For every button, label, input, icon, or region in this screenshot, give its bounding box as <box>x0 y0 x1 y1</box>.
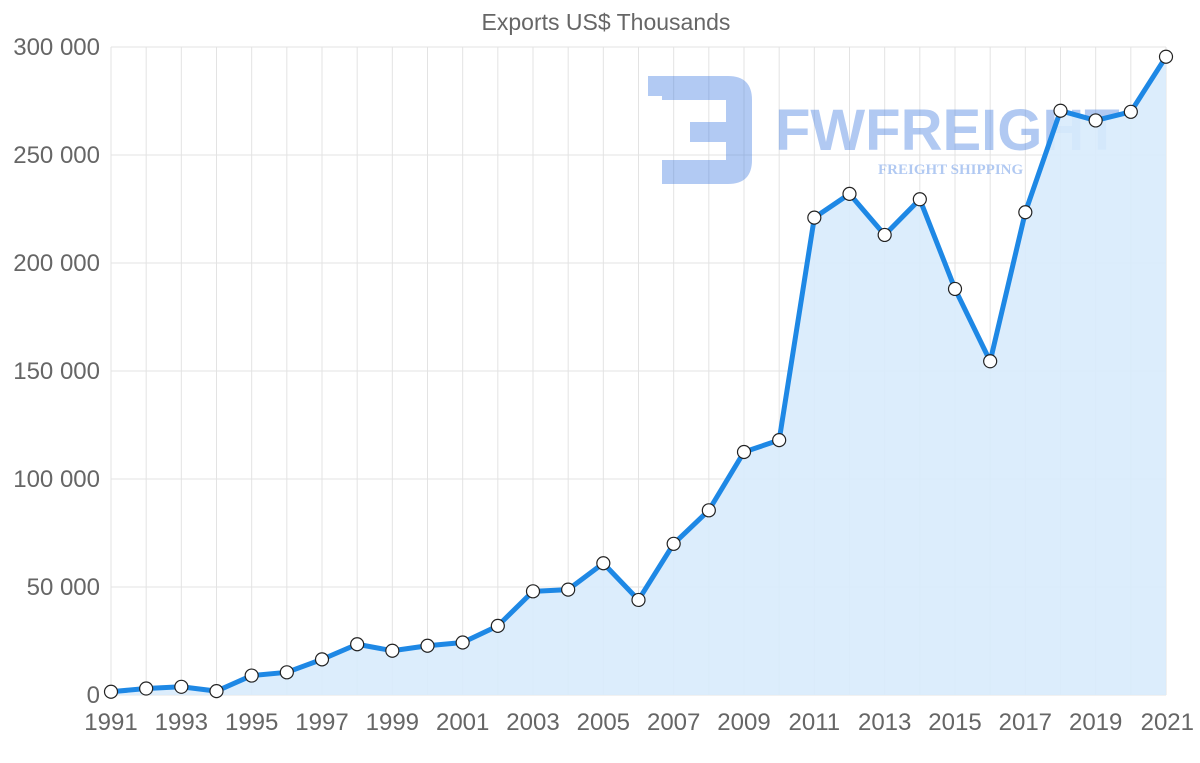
data-point-2018[interactable] <box>1053 103 1068 118</box>
series-area <box>111 56 1166 696</box>
y-tick-label: 150 000 <box>13 358 100 385</box>
data-point-2012[interactable] <box>842 186 857 201</box>
data-point-1992[interactable] <box>139 681 154 696</box>
x-tick-label: 1995 <box>225 709 278 736</box>
y-tick-label: 300 000 <box>13 34 100 61</box>
watermark-tagline: FREIGHT SHIPPING <box>878 162 1023 178</box>
y-tick-label: 200 000 <box>13 250 100 277</box>
data-points <box>103 49 1174 699</box>
data-point-1996[interactable] <box>279 665 294 680</box>
x-tick-label: 2017 <box>999 709 1052 736</box>
y-tick-label: 250 000 <box>13 142 100 169</box>
area-fill <box>111 56 1166 696</box>
y-tick-label: 100 000 <box>13 466 100 493</box>
watermark-logo-icon <box>648 76 752 184</box>
data-point-2003[interactable] <box>525 584 541 599</box>
y-tick-label: 50 000 <box>27 574 100 601</box>
x-tick-label: 1997 <box>295 709 348 736</box>
x-tick-label: 2013 <box>858 709 911 736</box>
x-tick-label: 2015 <box>928 709 981 736</box>
x-tick-label: 2001 <box>436 709 489 736</box>
x-tick-label: 2005 <box>577 709 630 736</box>
data-point-2019[interactable] <box>1088 113 1103 128</box>
x-tick-label: 1993 <box>155 709 208 736</box>
data-point-1994[interactable] <box>209 684 224 699</box>
y-tick-label: 0 <box>87 682 100 709</box>
x-tick-label: 1999 <box>366 709 419 736</box>
data-point-2007[interactable] <box>666 536 681 551</box>
x-tick-label: 1991 <box>84 709 137 736</box>
data-point-2000[interactable] <box>420 638 435 653</box>
data-point-2014[interactable] <box>912 192 927 207</box>
data-point-2004[interactable] <box>561 582 576 597</box>
data-point-1998[interactable] <box>350 637 365 652</box>
x-axis-ticks: 1991 1993 1995 1997 1999 2001 2003 2005 2007 2009… <box>84 709 1194 736</box>
y-axis-ticks: 0 50 000 100 000 150 000 200 000 250 000 300 0… <box>13 34 100 709</box>
data-point-2016[interactable] <box>983 354 998 369</box>
data-point-2013[interactable] <box>877 227 892 243</box>
data-point-2006[interactable] <box>631 592 646 608</box>
data-point-2005[interactable] <box>596 556 611 571</box>
data-point-2017[interactable] <box>1018 205 1033 220</box>
data-point-2020[interactable] <box>1123 104 1138 119</box>
data-point-1995[interactable] <box>244 668 259 683</box>
x-tick-label: 2019 <box>1069 709 1122 736</box>
x-tick-label: 2009 <box>717 709 770 736</box>
data-point-2008[interactable] <box>701 503 716 518</box>
data-point-2015[interactable] <box>947 281 963 297</box>
x-tick-label: 2007 <box>647 709 700 736</box>
data-point-1997[interactable] <box>314 652 330 667</box>
data-point-2011[interactable] <box>807 210 822 225</box>
data-point-1999[interactable] <box>385 643 400 658</box>
chart-title: Exports US$ Thousands <box>482 9 731 35</box>
x-tick-label: 2003 <box>506 709 559 736</box>
data-point-1993[interactable] <box>174 679 189 694</box>
data-point-2002[interactable] <box>490 618 505 633</box>
data-point-2001[interactable] <box>455 635 470 650</box>
data-point-2009[interactable] <box>736 444 752 460</box>
data-point-2010[interactable] <box>772 433 787 448</box>
x-tick-label: 2011 <box>789 709 841 736</box>
data-point-2021[interactable] <box>1158 49 1174 64</box>
x-tick-label: 2021 <box>1141 709 1194 736</box>
data-point-1991[interactable] <box>103 684 119 699</box>
